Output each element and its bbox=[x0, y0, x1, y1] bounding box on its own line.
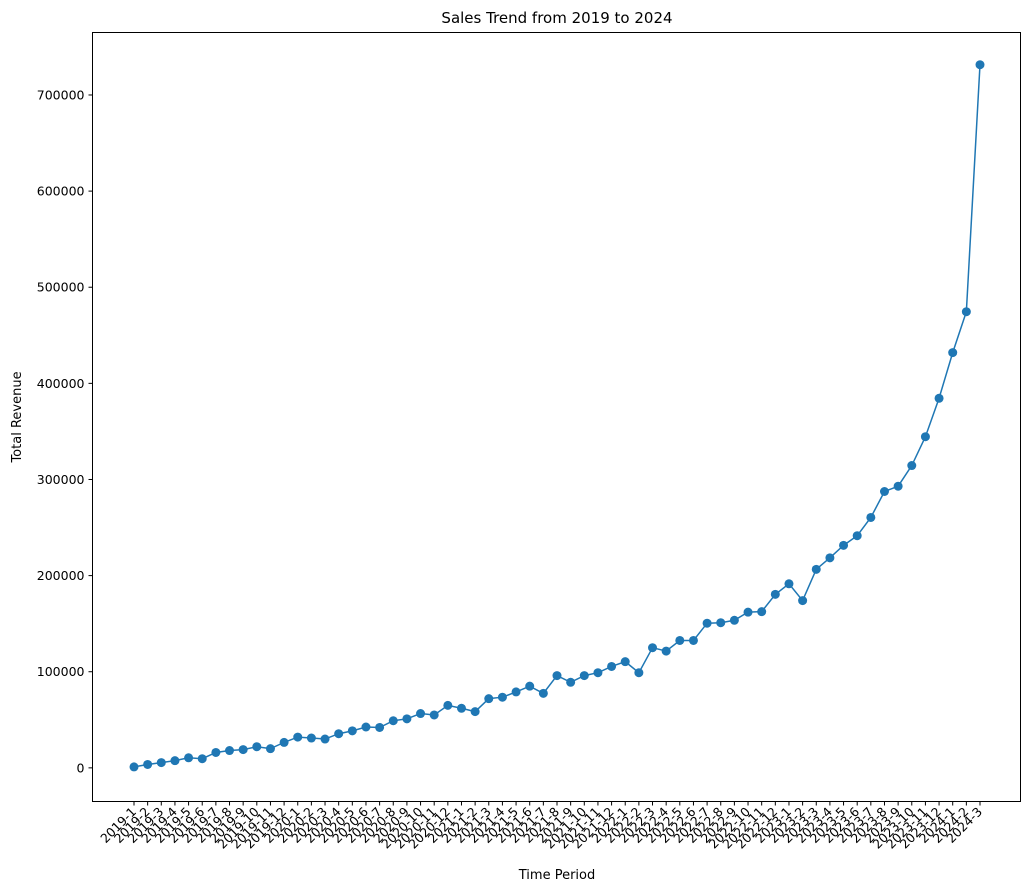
series-points bbox=[129, 60, 985, 772]
data-point bbox=[961, 307, 971, 317]
data-point bbox=[456, 703, 466, 713]
data-point bbox=[879, 486, 889, 496]
y-axis: 0 100000 200000 300000 400000 500000 600000 700… bbox=[37, 87, 93, 775]
data-point bbox=[716, 618, 726, 628]
data-point bbox=[593, 668, 603, 678]
data-point bbox=[729, 615, 739, 625]
data-point bbox=[934, 393, 944, 403]
data-point bbox=[566, 677, 576, 687]
data-point bbox=[784, 579, 794, 589]
y-axis-label: Total Revenue bbox=[10, 371, 25, 463]
data-point bbox=[702, 618, 712, 628]
data-point bbox=[661, 646, 671, 656]
x-axis-label: Time Period bbox=[518, 868, 595, 883]
plot-frame bbox=[92, 32, 1021, 802]
data-point bbox=[347, 726, 357, 736]
data-point bbox=[743, 607, 753, 617]
data-point bbox=[688, 635, 698, 645]
y-tick-label: 400000 bbox=[37, 376, 85, 391]
chart-title: Sales Trend from 2019 to 2024 bbox=[441, 9, 672, 27]
data-point bbox=[197, 754, 207, 764]
data-point bbox=[375, 722, 385, 732]
data-point bbox=[388, 716, 398, 726]
data-point bbox=[852, 531, 862, 541]
data-point bbox=[497, 692, 507, 702]
data-point bbox=[143, 759, 153, 769]
data-point bbox=[306, 733, 316, 743]
data-point bbox=[798, 596, 808, 606]
data-point bbox=[579, 671, 589, 681]
data-point bbox=[170, 756, 180, 766]
data-point bbox=[443, 700, 453, 710]
data-point bbox=[293, 732, 303, 742]
series-line bbox=[133, 64, 981, 768]
y-tick-label: 500000 bbox=[37, 280, 85, 295]
data-point bbox=[757, 607, 767, 617]
data-point bbox=[252, 742, 262, 752]
series-revenue bbox=[129, 60, 985, 772]
data-point bbox=[948, 348, 958, 358]
data-point bbox=[893, 481, 903, 491]
data-point bbox=[552, 671, 562, 681]
data-point bbox=[402, 714, 412, 724]
data-point bbox=[470, 707, 480, 717]
data-point bbox=[525, 681, 535, 691]
data-point bbox=[839, 540, 849, 550]
data-point bbox=[156, 758, 166, 768]
data-point bbox=[607, 661, 617, 671]
data-point bbox=[416, 709, 426, 719]
data-point bbox=[920, 432, 930, 442]
data-point bbox=[238, 745, 248, 755]
data-point bbox=[211, 747, 221, 757]
data-point bbox=[825, 553, 835, 563]
y-tick-label: 300000 bbox=[37, 472, 85, 487]
y-tick-label: 700000 bbox=[37, 87, 85, 102]
data-point bbox=[320, 734, 330, 744]
data-point bbox=[334, 729, 344, 739]
data-point bbox=[361, 722, 371, 732]
data-point bbox=[907, 461, 917, 471]
data-point bbox=[225, 746, 235, 756]
data-point bbox=[511, 687, 521, 697]
data-point bbox=[634, 668, 644, 678]
x-axis: 2019-12019-22019-32019-42019-52019-62019… bbox=[97, 801, 985, 852]
data-point bbox=[129, 762, 139, 772]
data-point bbox=[675, 635, 685, 645]
data-point bbox=[279, 737, 289, 747]
data-point bbox=[484, 694, 494, 704]
y-tick-label: 200000 bbox=[37, 568, 85, 583]
data-point bbox=[975, 60, 985, 70]
data-point bbox=[770, 589, 780, 599]
y-tick-label: 600000 bbox=[37, 184, 85, 199]
data-point bbox=[265, 744, 275, 754]
data-point bbox=[429, 710, 439, 720]
data-point bbox=[648, 643, 658, 653]
data-point bbox=[184, 753, 194, 763]
y-tick-label: 100000 bbox=[37, 664, 85, 679]
y-tick-label: 0 bbox=[77, 760, 85, 775]
data-point bbox=[866, 512, 876, 522]
data-point bbox=[620, 657, 630, 667]
data-point bbox=[811, 564, 821, 574]
data-point bbox=[538, 688, 548, 698]
